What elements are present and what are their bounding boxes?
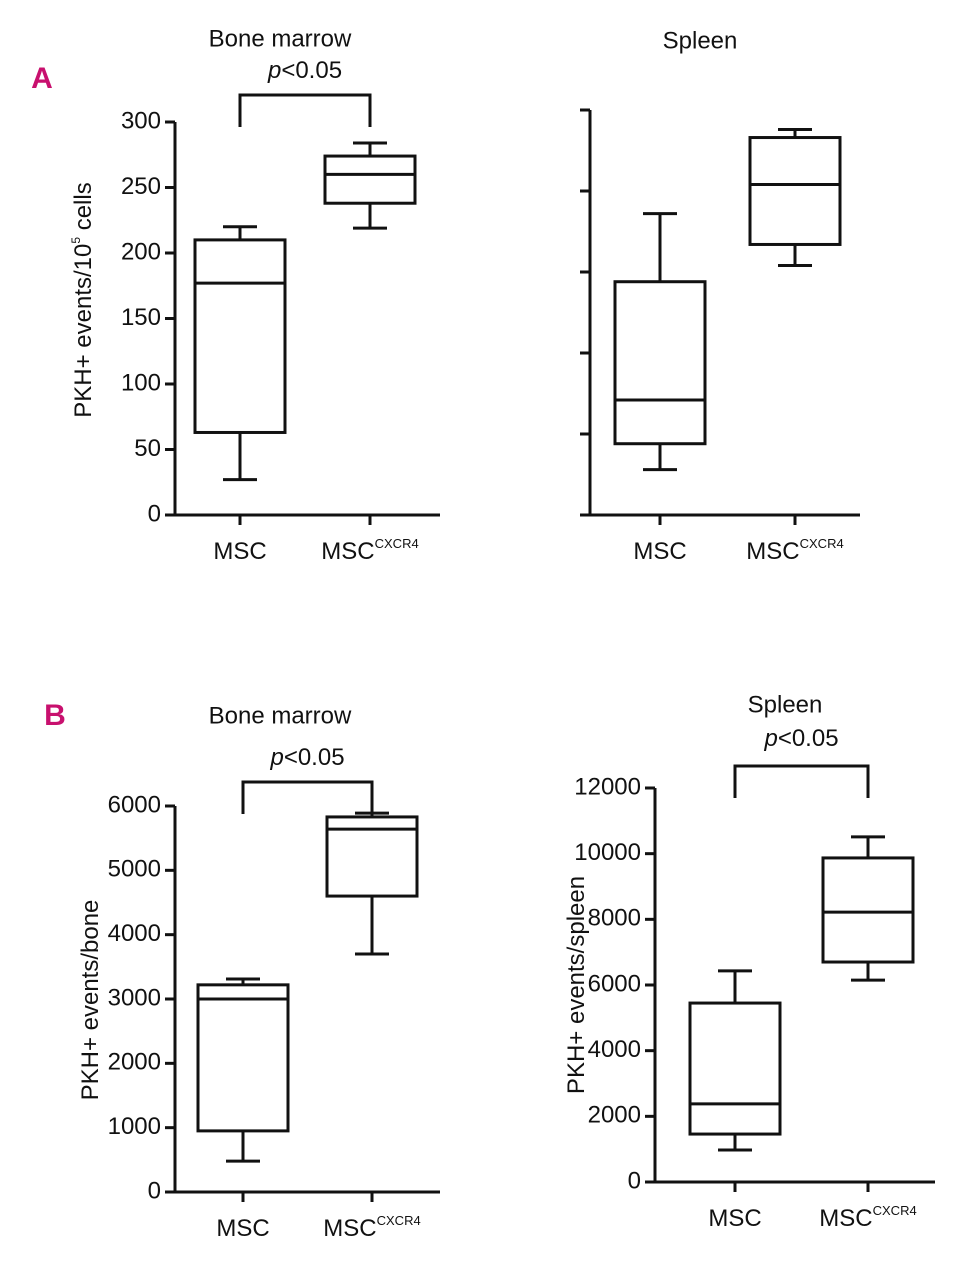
category-name: MSC [216,1215,269,1242]
significance-p: p [267,57,281,84]
y-label-superscript: 5 [69,237,83,244]
y-tick-label: 10000 [574,839,641,866]
y-tick-label: 4000 [588,1036,641,1063]
category-name: MSC [323,1215,376,1242]
significance-bracket [733,764,870,798]
panel-label: A [31,62,53,95]
significance-bracket [241,780,374,814]
significance-value: <0.05 [284,744,345,771]
chart-title: Bone marrow [209,702,352,729]
box [193,238,287,434]
x-tick-label: MSCCXCR4 [819,1203,916,1232]
significance-label: p<0.05 [763,725,838,752]
significance-bracket [238,93,372,127]
y-tick-label: 8000 [588,905,641,932]
category-superscript: CXCR4 [800,536,844,551]
significance-value: <0.05 [778,725,839,752]
y-tick-label: 0 [628,1167,641,1194]
chart-title: Spleen [748,691,823,718]
category-superscript: CXCR4 [375,536,419,551]
y-axis-label: PKH+ events/105 cells [69,182,97,417]
y-tick-label: 6000 [108,791,161,818]
significance-label: p<0.05 [269,744,344,771]
y-tick-label: 12000 [574,773,641,800]
category-name: MSC [321,538,374,565]
category-superscript: CXCR4 [873,1203,917,1218]
y-label-text: PKH+ events/10 [70,244,97,418]
y-tick-label: 0 [148,500,161,527]
y-tick-label: 0 [148,1177,161,1204]
y-tick-label: 6000 [588,970,641,997]
y-axis-label: PKH+ events/bone [77,900,104,1101]
box [613,280,707,446]
x-tick-label: MSCCXCR4 [321,536,418,565]
category-name: MSC [819,1205,872,1232]
y-tick-label: 1000 [108,1113,161,1140]
panel-label: B [44,699,66,732]
chart-title: Spleen [663,27,738,54]
significance-value: <0.05 [281,57,342,84]
chart-title: Bone marrow [209,25,352,52]
y-tick-label: 2000 [108,1049,161,1076]
y-tick-label: 250 [121,173,161,200]
box [196,983,290,1133]
x-tick-label: MSC [633,538,686,565]
x-tick-label: MSCCXCR4 [746,536,843,565]
y-tick-label: 150 [121,304,161,331]
x-tick-label: MSC [213,538,266,565]
box [748,136,842,246]
y-axis-label: PKH+ events/spleen [563,876,590,1094]
x-tick-label: MSCCXCR4 [323,1213,420,1242]
category-superscript: CXCR4 [377,1213,421,1228]
y-tick-label: 2000 [588,1102,641,1129]
x-tick-label: MSC [216,1215,269,1242]
y-tick-label: 100 [121,369,161,396]
category-name: MSC [213,538,266,565]
y-tick-label: 4000 [108,920,161,947]
category-name: MSC [633,538,686,565]
box [325,815,419,898]
y-tick-label: 300 [121,107,161,134]
significance-p: p [763,725,777,752]
y-label-text: PKH+ events/spleen [563,876,590,1094]
y-tick-label: 200 [121,238,161,265]
y-label-text: PKH+ events/bone [77,900,104,1101]
significance-label: p<0.05 [267,57,342,84]
x-tick-label: MSC [708,1205,761,1232]
y-tick-label: 5000 [108,856,161,883]
category-name: MSC [746,538,799,565]
category-name: MSC [708,1205,761,1232]
significance-p: p [269,744,283,771]
y-tick-label: 3000 [108,984,161,1011]
y-tick-label: 50 [134,435,161,462]
box [323,154,417,205]
y-label-text: cells [70,182,97,237]
box [688,1001,782,1136]
box [821,856,915,964]
